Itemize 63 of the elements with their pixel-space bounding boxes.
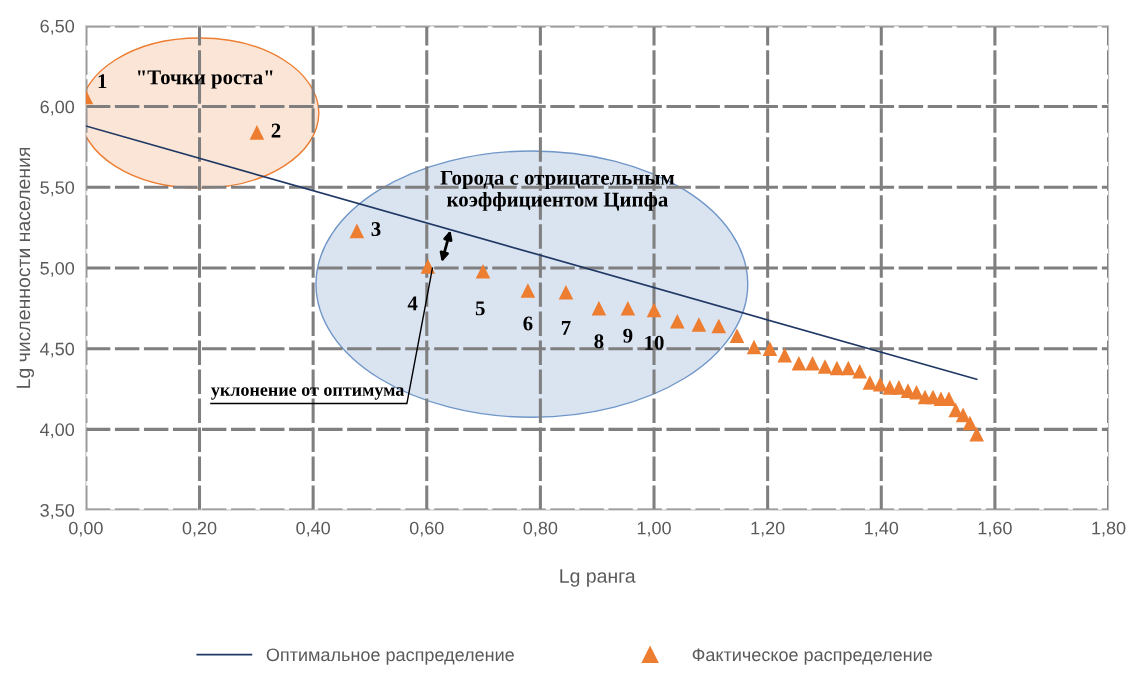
point [711,318,727,334]
x-tick-label: 1,00 [637,521,671,537]
annotation: 8 [594,334,604,349]
x-axis-title: Lg ранга [560,569,636,587]
point [520,283,536,298]
y-tick-label: 4,50 [40,342,75,358]
point [909,384,924,400]
annotation: 9 [623,328,633,343]
point [841,360,856,376]
point [891,380,907,395]
annotation: уклонение от оптимума [211,387,405,400]
point [872,376,888,392]
y-tick-label: 6,00 [40,100,75,116]
x-tick-label: 0,60 [409,521,444,537]
point [620,301,636,316]
point [791,355,807,371]
y-tick-label: 5,00 [40,261,75,277]
annotation: 6 [523,316,533,331]
x-tick-label: 0,40 [296,521,330,537]
point [777,347,792,363]
point [420,259,436,274]
point [817,359,833,374]
point [729,328,745,344]
x-tick-label: 1,60 [978,521,1012,537]
point [948,402,963,418]
annotation: 3 [371,222,381,237]
annotation: 2 [271,123,281,138]
point [670,313,685,329]
legend-label: Фактическое распределение [692,648,932,665]
point [646,302,662,318]
point [691,317,707,332]
x-tick-label: 1,80 [1092,521,1126,537]
annotation: "Точки роста" [137,70,273,89]
annotation: Города с отрицательным коэффициентом Ципфа [440,170,675,211]
y-tick-label: 6,50 [40,19,75,35]
annotation: 10 [645,335,664,350]
y-tick-label: 3,50 [40,504,75,519]
annotation: 4 [407,296,418,311]
x-tick-label: 0,20 [182,521,217,537]
x-tick-label: 1,40 [865,521,899,537]
point [249,125,265,140]
y-axis-title: Lg численности населения [16,147,35,388]
y-tick-label: 4,00 [40,423,75,439]
point [969,426,985,442]
x-tick-label: 0,80 [523,521,558,537]
point [762,341,778,356]
point [349,223,365,239]
annotation: 7 [561,321,571,335]
point [558,284,574,300]
annotation: 5 [475,301,485,316]
point [805,355,820,371]
x-tick-label: 1,20 [751,521,785,537]
point [962,415,978,431]
y-tick-label: 5,50 [40,181,75,197]
point [862,375,878,390]
annotation: 1 [98,74,107,89]
point [746,339,762,355]
point [591,301,607,316]
point [852,363,867,379]
point [955,407,971,423]
legend-label: Оптимальное распределение [266,648,514,665]
point [475,263,491,279]
x-tick-label: 0,00 [69,521,103,537]
